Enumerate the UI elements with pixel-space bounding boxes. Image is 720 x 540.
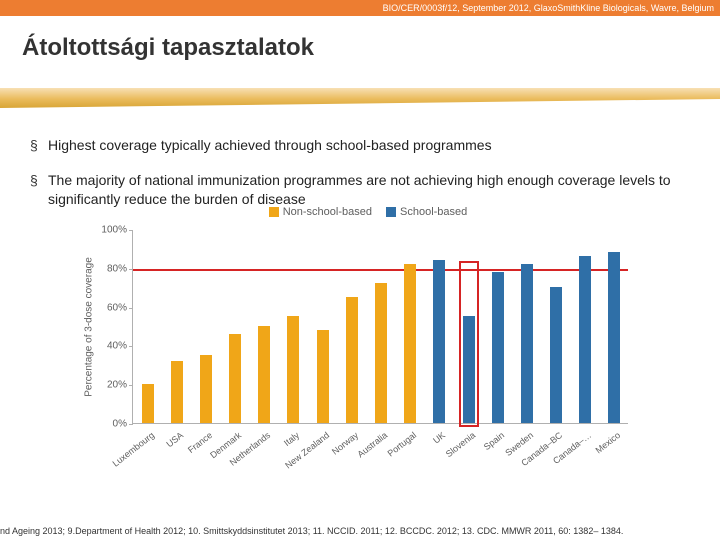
y-axis-label: Percentage of 3-dose coverage <box>84 257 95 397</box>
chart-bar <box>521 264 533 423</box>
chart-bar <box>142 384 154 423</box>
legend-swatch <box>269 207 279 217</box>
chart-legend: Non-school-based School-based <box>88 206 634 218</box>
x-tick-label: Luxembourg <box>110 430 156 469</box>
x-tick-label: Spain <box>482 430 506 452</box>
y-tick-label: 0% <box>93 419 127 430</box>
reference-line <box>133 269 628 271</box>
chart-bar <box>375 283 387 423</box>
chart-plot-area: Percentage of 3-dose coverage 0%20%40%60… <box>132 230 628 424</box>
y-tick-label: 80% <box>93 263 127 274</box>
chart-bar <box>258 326 270 423</box>
y-tick-label: 40% <box>93 341 127 352</box>
chart-bar <box>550 287 562 423</box>
x-tick-label: Italy <box>282 430 301 448</box>
x-tick-label: Portugal <box>386 430 419 459</box>
highlight-box <box>459 261 479 427</box>
chart-bar <box>317 330 329 423</box>
decorative-band <box>0 88 720 108</box>
chart-bar <box>492 272 504 423</box>
doc-reference-banner: BIO/CER/0003f/12, September 2012, GlaxoS… <box>0 0 720 16</box>
chart-bar <box>608 252 620 423</box>
chart-bar <box>346 297 358 423</box>
chart-bar <box>229 334 241 423</box>
page-title: Átoltottsági tapasztalatok <box>22 34 314 62</box>
y-tick-label: 60% <box>93 302 127 313</box>
bullet-item: Highest coverage typically achieved thro… <box>30 136 700 155</box>
x-tick-label: UK <box>431 430 447 446</box>
legend-label: School-based <box>400 206 467 218</box>
chart-bar <box>200 355 212 423</box>
bullet-item: The majority of national immunization pr… <box>30 171 700 209</box>
x-tick-label: Australia <box>355 430 389 459</box>
y-tick-label: 20% <box>93 380 127 391</box>
x-tick-label: USA <box>164 430 185 449</box>
chart-bar <box>404 264 416 423</box>
coverage-chart: Non-school-basedSchool-based Percentage … <box>88 230 634 464</box>
legend-swatch <box>386 207 396 217</box>
chart-bar <box>171 361 183 423</box>
legend-label: Non-school-based <box>283 206 372 218</box>
footer-citations: nd Ageing 2013; 9.Department of Health 2… <box>0 526 623 536</box>
chart-bar <box>287 316 299 423</box>
y-tick-label: 100% <box>93 225 127 236</box>
x-tick-label: Slovenia <box>443 430 476 459</box>
x-tick-label: Mexico <box>594 430 623 455</box>
chart-bar <box>433 260 445 423</box>
chart-bar <box>579 256 591 423</box>
